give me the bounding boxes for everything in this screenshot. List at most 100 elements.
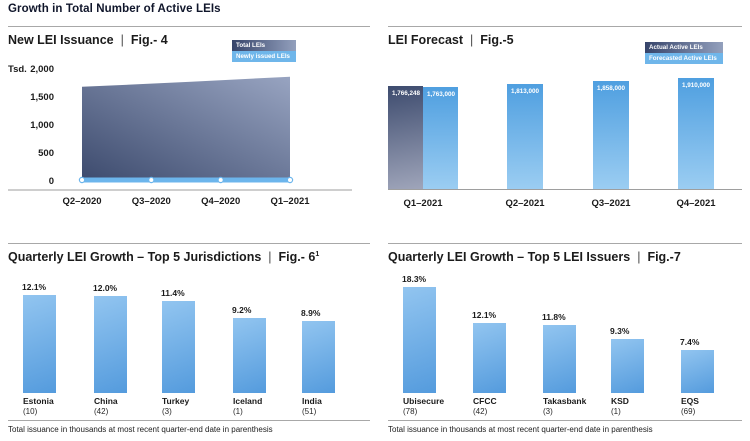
category-note: (1) xyxy=(233,407,243,416)
area-series-total-leis xyxy=(82,76,290,182)
y-axis-tick: 500 xyxy=(38,148,54,159)
chart-title-row: LEI Forecast | Fig.-5 xyxy=(388,33,514,47)
chart-panel-top5-jurisdictions: Quarterly LEI Growth – Top 5 Jurisdictio… xyxy=(8,243,370,441)
bar-takasbank xyxy=(543,325,576,393)
bar-turkey xyxy=(162,301,195,393)
category-note: (78) xyxy=(403,407,418,416)
panel-divider xyxy=(388,26,742,27)
bar-ubisecure xyxy=(403,287,436,393)
bar-eqs xyxy=(681,350,714,393)
bar-value-label: 12.1% xyxy=(472,310,497,320)
bar-ksd xyxy=(611,339,644,393)
title-separator: | xyxy=(268,250,272,264)
category-label: CFCC xyxy=(473,396,497,406)
legend-item-light: Forecasted Active LEIs xyxy=(645,53,723,64)
bar-forecasted-active-leis: 1,813,000 xyxy=(507,84,543,189)
bar-forecasted-active-leis: 1,910,000 xyxy=(678,78,714,189)
category-note: (3) xyxy=(543,407,553,416)
page-title: Growth in Total Number of Active LEIs xyxy=(8,3,221,15)
x-axis-label: Q2–2021 xyxy=(505,198,545,209)
category-label: KSD xyxy=(611,396,629,406)
category-label: Turkey xyxy=(162,396,190,406)
category-label: Estonia xyxy=(23,396,54,406)
category-label: China xyxy=(94,396,118,406)
bar-forecasted-active-leis: 1,763,000 xyxy=(423,87,458,189)
chart-title-row: New LEI Issuance | Fig.- 4 xyxy=(8,33,168,47)
y-axis-tick: 1,000 xyxy=(30,120,54,131)
title-separator: | xyxy=(120,33,124,47)
chart-panel-new-lei-issuance: New LEI Issuance | Fig.- 4 Total LEIs New… xyxy=(8,26,370,224)
legend-item-light: Newly issued LEIs xyxy=(232,51,296,62)
chart-title-row: Quarterly LEI Growth – Top 5 Jurisdictio… xyxy=(8,250,319,264)
y-axis-tick: 1,500 xyxy=(30,92,54,103)
category-label: Ubisecure xyxy=(403,396,445,406)
title-separator: | xyxy=(470,33,474,47)
panel-divider xyxy=(8,26,370,27)
y-axis-unit-label: Tsd. xyxy=(8,64,27,75)
bar-value-label: 1,858,000 xyxy=(597,85,626,92)
chart-title: Quarterly LEI Growth – Top 5 Jurisdictio… xyxy=(8,250,262,264)
figure-number: Fig.- 61 xyxy=(278,250,320,264)
bar-value-label: 18.3% xyxy=(402,274,427,284)
panel-divider xyxy=(388,243,742,244)
x-axis-label: Q1–2021 xyxy=(270,196,310,207)
category-note: (1) xyxy=(611,407,621,416)
chart-title: New LEI Issuance xyxy=(8,33,114,47)
x-axis-label: Q4–2021 xyxy=(676,198,716,209)
bar-value-label: 1,763,000 xyxy=(427,91,456,98)
area-plot xyxy=(8,76,352,191)
x-axis-label: Q3–2020 xyxy=(131,196,171,207)
category-label: Takasbank xyxy=(543,396,587,406)
bar-chart-plot: 18.3% 12.1% 11.8% 9.3% 7.4% xyxy=(388,274,742,393)
figure-number: Fig.- 4 xyxy=(130,33,168,47)
x-axis-label: Q4–2020 xyxy=(201,196,241,207)
bar-value-label: 1,766,248 xyxy=(392,90,421,97)
y-axis-tick: 0 xyxy=(48,176,54,187)
bar-actual-active-leis: 1,766,248 xyxy=(388,86,423,189)
bar-value-label: 12.0% xyxy=(93,283,118,293)
bar-cfcc xyxy=(473,323,506,393)
bar-forecasted-active-leis: 1,858,000 xyxy=(593,81,629,189)
category-note: (69) xyxy=(681,407,696,416)
legend-item-dark: Actual Active LEIs xyxy=(645,42,723,53)
footnote-divider xyxy=(8,420,370,421)
chart-title-row: Quarterly LEI Growth – Top 5 LEI Issuers… xyxy=(388,250,681,264)
category-label: Iceland xyxy=(233,396,263,406)
bar-value-label: 11.4% xyxy=(161,288,185,298)
legend: Total LEIs Newly issued LEIs xyxy=(232,40,296,62)
data-point-marker xyxy=(148,176,155,184)
bar-value-label: 1,813,000 xyxy=(511,88,540,95)
footnote-marker: 1 xyxy=(315,250,320,258)
figure-number: Fig.-7 xyxy=(647,250,681,264)
category-label: India xyxy=(302,396,322,406)
x-axis-label: Q1–2021 xyxy=(403,198,443,209)
chart-title: Quarterly LEI Growth – Top 5 LEI Issuers xyxy=(388,250,631,264)
category-label: EQS xyxy=(681,396,699,406)
footnote-text: Total issuance in thousands at most rece… xyxy=(8,425,273,434)
bar-value-label: 11.8% xyxy=(542,312,566,322)
x-axis-label: Q3–2021 xyxy=(591,198,631,209)
chart-title: LEI Forecast xyxy=(388,33,464,47)
chart-panel-top5-lei-issuers: Quarterly LEI Growth – Top 5 LEI Issuers… xyxy=(388,243,742,441)
bar-chart-plot: 1,766,248 1,763,000 1,813,000 1,858,000 1,91… xyxy=(388,60,742,190)
x-axis-label: Q2–2020 xyxy=(62,196,102,207)
bar-china xyxy=(94,296,127,393)
data-point-marker xyxy=(217,176,224,184)
bar-estonia xyxy=(23,295,56,393)
bar-value-label: 8.9% xyxy=(301,308,321,318)
category-note: (51) xyxy=(302,407,317,416)
bar-value-label: 1,910,000 xyxy=(682,82,711,89)
legend: Actual Active LEIs Forecasted Active LEIs xyxy=(645,42,723,64)
footnote-text: Total issuance in thousands at most rece… xyxy=(388,425,653,434)
category-note: (42) xyxy=(94,407,109,416)
title-separator: | xyxy=(637,250,641,264)
data-point-marker xyxy=(286,176,294,184)
bar-iceland xyxy=(233,318,266,393)
bar-value-label: 9.2% xyxy=(232,305,252,315)
footnote-divider xyxy=(388,420,742,421)
bar-india xyxy=(302,321,335,393)
bar-chart-plot: 12.1% 12.0% 11.4% 9.2% 8.9% xyxy=(8,282,370,393)
bar-value-label: 12.1% xyxy=(22,282,47,292)
category-note: (3) xyxy=(162,407,172,416)
